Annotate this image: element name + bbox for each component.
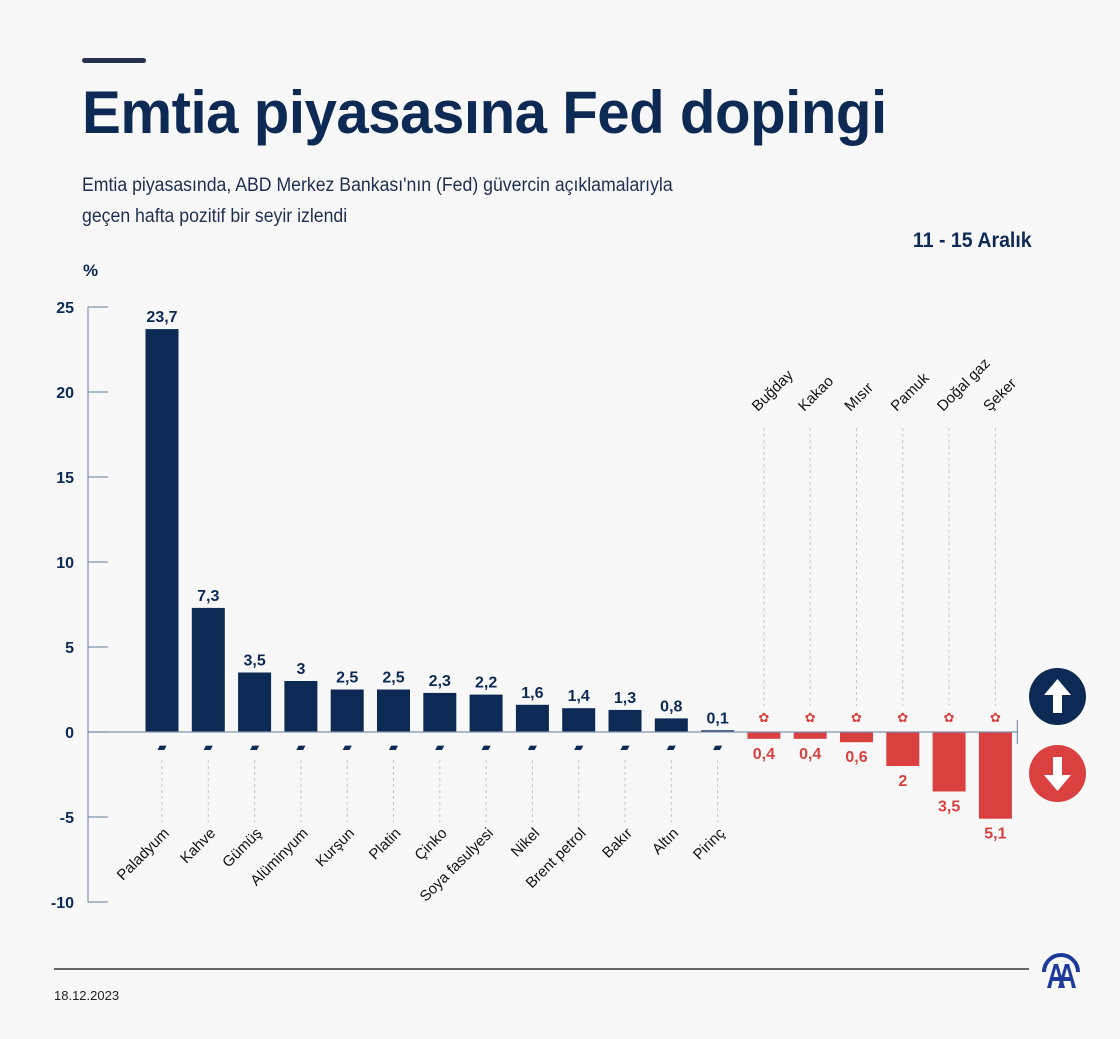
category-label: Paladyum (114, 825, 173, 884)
bar-12 (701, 730, 735, 733)
metal-ingot-icon: ▰ (528, 740, 538, 754)
metal-ingot-icon: ▰ (296, 740, 306, 754)
bar-11 (654, 718, 688, 732)
wheat-icon: ✿ (758, 711, 769, 726)
bar-0 (145, 329, 179, 732)
bar-value-label: 0,4 (799, 746, 821, 763)
metal-ingot-icon: ▰ (157, 740, 167, 754)
bar-value-label: 1,6 (521, 685, 543, 702)
soybean-icon: ▰ (481, 740, 491, 754)
bar-value-label: 0,8 (660, 698, 682, 715)
bar-10 (608, 709, 642, 732)
category-label: Gümüş (219, 825, 265, 871)
bar-17 (932, 732, 966, 792)
category-label: Bakır (599, 825, 636, 862)
y-tick-label: 10 (56, 555, 74, 572)
bar-value-label: 1,3 (614, 690, 636, 707)
top-accent-rule (82, 58, 146, 63)
metal-ingot-icon: ▰ (389, 740, 399, 754)
subtitle: Emtia piyasasında, ABD Merkez Bankası'nı… (82, 170, 789, 232)
category-label: Çinko (411, 825, 450, 864)
category-label: Altın (649, 825, 682, 858)
bar-value-label: 5,1 (984, 826, 1006, 843)
bar-value-label: 23,7 (146, 309, 177, 326)
bar-13 (747, 732, 781, 739)
aa-logo-icon (1042, 953, 1080, 988)
legend-increase-badge (1029, 668, 1086, 725)
sugar-icon: ✿ (990, 711, 1001, 726)
bar-value-label: 3,5 (243, 653, 265, 670)
bar-15 (840, 732, 873, 743)
bar-value-label: 2,2 (475, 675, 497, 692)
footer-date: 18.12.2023 (54, 988, 120, 1003)
y-axis-unit: % (83, 261, 99, 280)
bar-value-label: 2,3 (429, 673, 451, 690)
y-tick-label: 15 (56, 470, 74, 487)
category-label: Şeker (980, 375, 1020, 415)
category-label: Platin (366, 825, 405, 864)
y-tick-label: 25 (56, 300, 74, 317)
bar-7 (469, 694, 503, 732)
bar-value-label: 1,4 (568, 688, 590, 705)
bar-value-label: 0,4 (753, 746, 775, 763)
page-title: Emtia piyasasına Fed dopingi (82, 79, 887, 146)
rice-sack-icon: ▰ (713, 740, 723, 754)
category-label: Pirinç (690, 824, 729, 863)
metal-ingot-icon: ▰ (250, 740, 260, 754)
bar-4 (330, 689, 364, 732)
category-label: Mısır (841, 379, 877, 415)
bar-value-label: 7,3 (197, 588, 219, 605)
cocoa-icon: ✿ (805, 711, 816, 726)
metal-ingot-icon: ▰ (343, 740, 353, 754)
arrow-down-icon (1044, 757, 1071, 791)
subtitle-line-2: geçen hafta pozitif bir seyir izlendi (82, 206, 348, 227)
bar-value-label: 0,1 (706, 710, 728, 727)
bar-6 (423, 692, 457, 732)
bar-1 (191, 607, 225, 732)
bar-9 (562, 708, 596, 732)
metal-ingot-icon: ▰ (620, 740, 630, 754)
metal-ingot-icon: ▰ (667, 740, 677, 754)
bar-14 (793, 732, 827, 739)
subtitle-line-1: Emtia piyasasında, ABD Merkez Bankası'nı… (82, 175, 673, 196)
bar-value-label: 3 (296, 661, 305, 678)
y-tick-label: 0 (65, 725, 74, 742)
bar-16 (886, 732, 920, 766)
y-tick-label: 20 (56, 385, 74, 402)
category-label: Pamuk (888, 369, 933, 414)
category-label: Nikel (508, 825, 544, 861)
bar-2 (238, 672, 272, 732)
bar-18 (978, 732, 1012, 819)
gas-flame-icon: ✿ (944, 711, 955, 726)
corn-icon: ✿ (851, 711, 862, 726)
legend-decrease-badge (1029, 745, 1086, 802)
bar-value-label: 2,5 (336, 670, 358, 687)
y-tick-label: -10 (51, 895, 74, 912)
category-label: Kahve (177, 825, 219, 867)
coffee-bean-icon: ▰ (204, 740, 214, 754)
metal-ingot-icon: ▰ (435, 740, 445, 754)
date-range: 11 - 15 Aralık (913, 229, 1032, 252)
cotton-icon: ✿ (897, 711, 908, 726)
oil-barrel-icon: ▰ (574, 740, 584, 754)
bar-3 (284, 681, 318, 732)
category-label: Kakao (795, 373, 837, 415)
bar-value-label: 2,5 (382, 670, 404, 687)
y-tick-label: 5 (65, 640, 74, 657)
bar-value-label: 3,5 (938, 799, 960, 816)
footer-rule (54, 968, 1029, 970)
bar-8 (515, 704, 549, 732)
category-label: Buğday (749, 366, 797, 414)
arrow-up-icon (1044, 679, 1071, 713)
bar-5 (377, 689, 410, 732)
bar-value-label: 0,6 (845, 749, 867, 766)
bar-value-label: 2 (898, 773, 907, 790)
y-tick-label: -5 (60, 810, 74, 827)
category-label: Kurşun (312, 825, 358, 871)
